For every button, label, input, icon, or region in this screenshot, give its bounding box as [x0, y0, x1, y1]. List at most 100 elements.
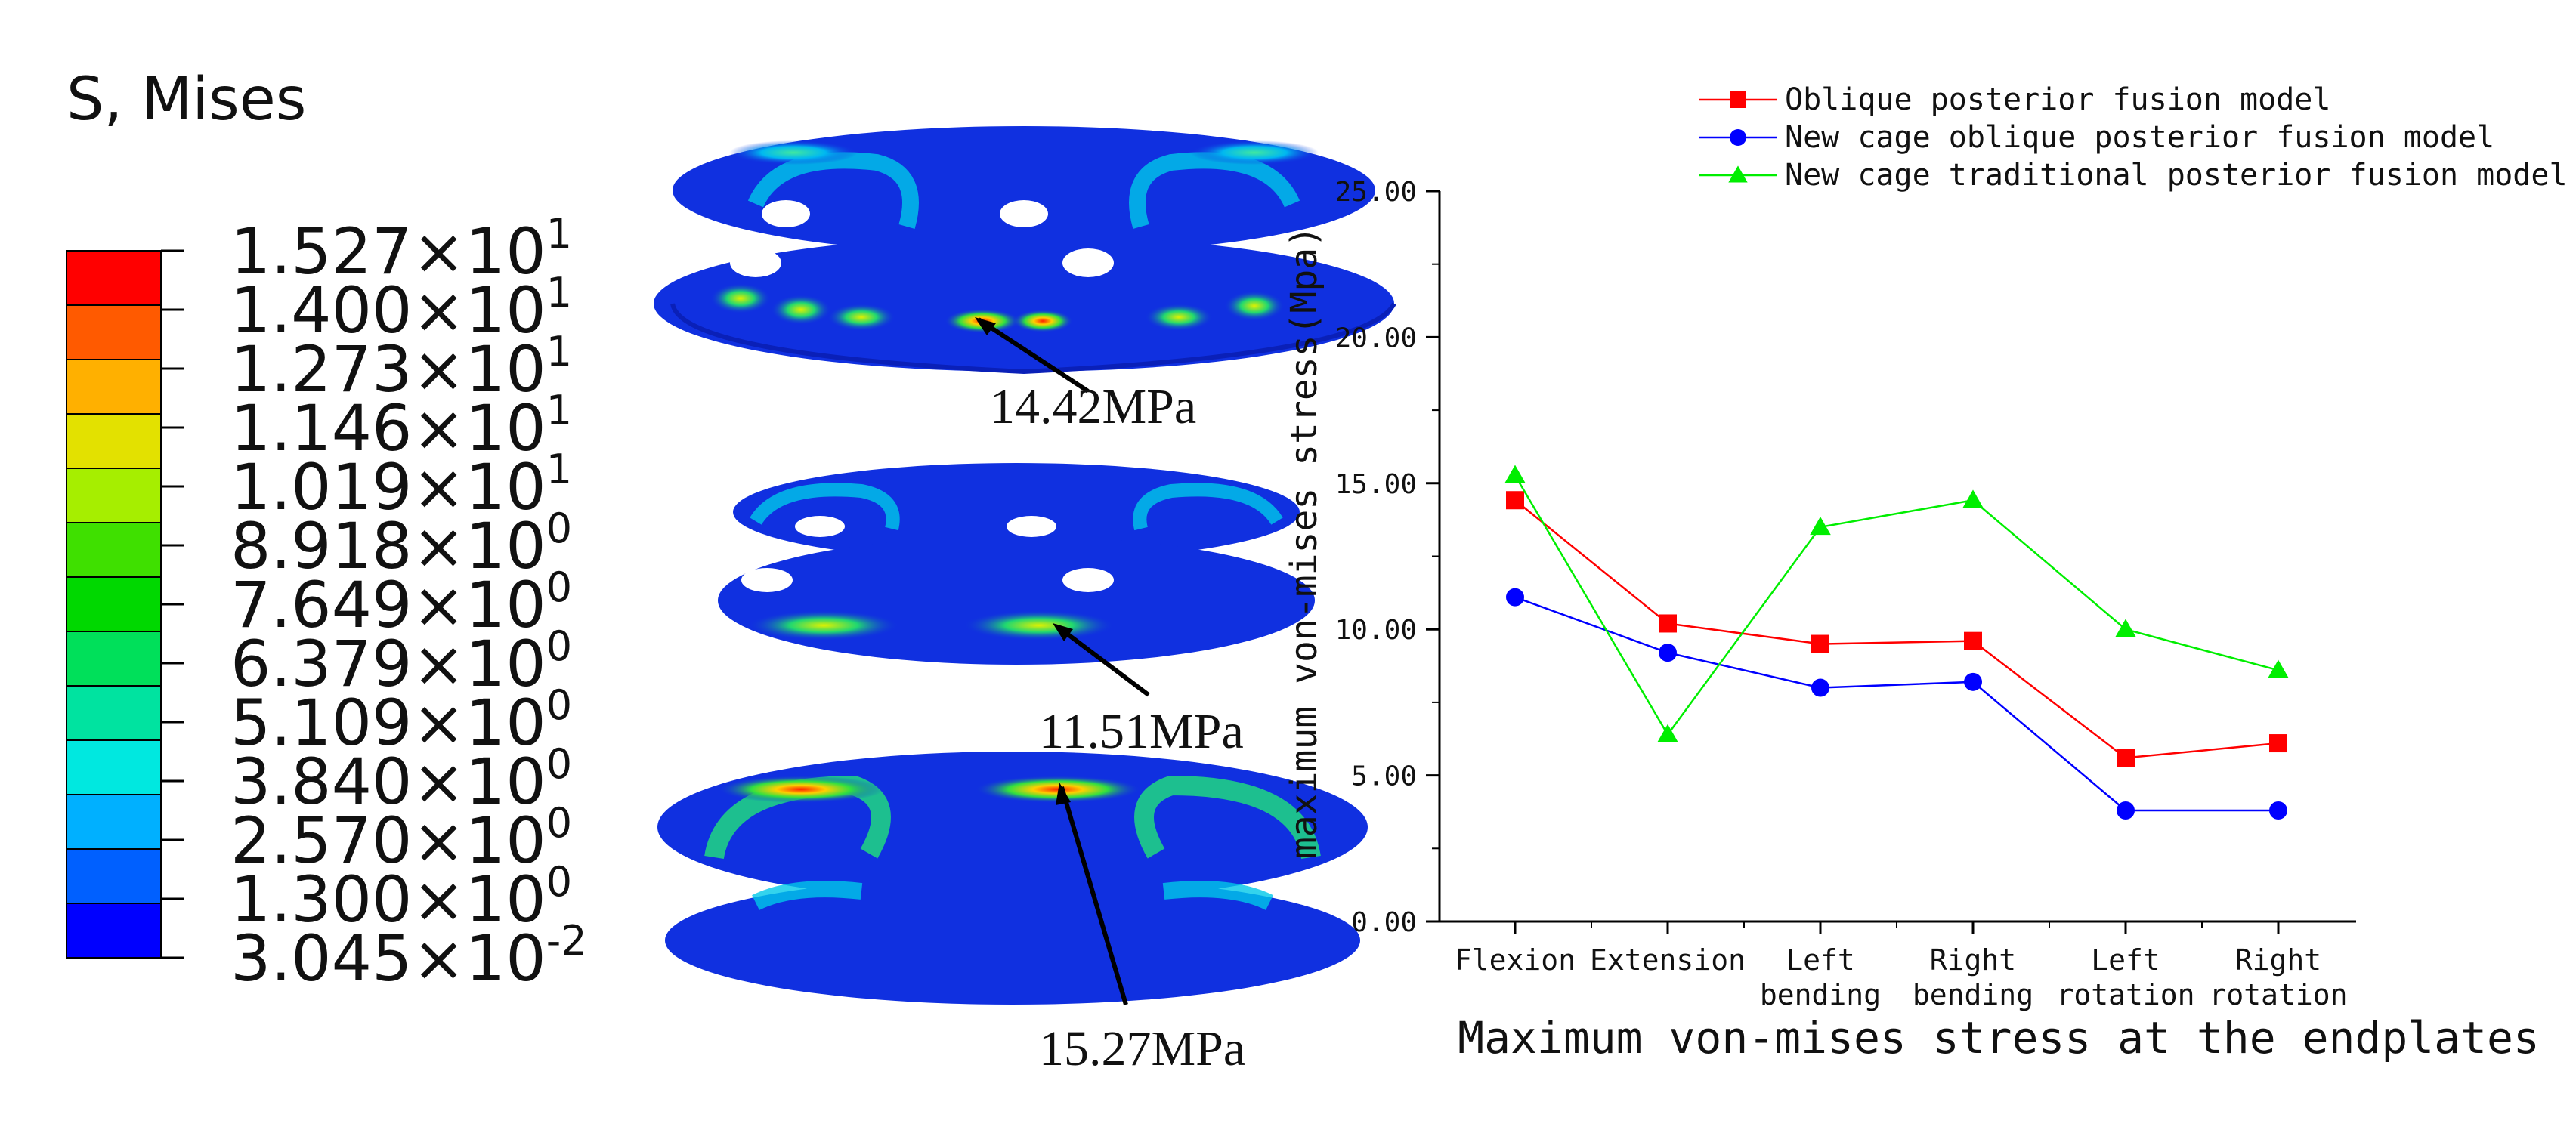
- contour-level-exponent: 0: [546, 622, 572, 670]
- data-point: [1504, 465, 1526, 483]
- contour-level-exponent: 0: [546, 563, 572, 611]
- data-point: [2269, 801, 2287, 820]
- data-point: [1810, 517, 1831, 536]
- contour-level-exponent: 1: [546, 269, 572, 316]
- contour-band: [66, 903, 162, 958]
- contour-level-exponent: 0: [546, 858, 572, 906]
- data-point: [1659, 614, 1677, 633]
- contour-band: [66, 413, 162, 469]
- contour-band: [66, 794, 162, 850]
- contour-level-label: 7.649×100: [230, 563, 572, 642]
- callout-arrowhead: [1053, 623, 1073, 641]
- contour-level-label: 1.527×101: [230, 210, 572, 289]
- y-tick-label: 20.00: [1335, 323, 1417, 353]
- x-tick-label: Flexion: [1455, 943, 1576, 977]
- fe-hole: [762, 200, 810, 227]
- line-chart: 0.00 5.00 10.00 15.00 20.00 25.00 Flexion Exten…: [1283, 82, 2568, 1063]
- series-circle: [1506, 588, 2287, 820]
- contour-level-label: 2.570×100: [230, 799, 572, 878]
- data-point: [1506, 491, 1524, 510]
- series-line: [1514, 474, 2279, 736]
- x-tick-label: Extension: [1590, 943, 1746, 977]
- fe-model-middle: [718, 463, 1315, 665]
- y-tick-label: 0.00: [1351, 907, 1417, 938]
- data-point: [1811, 634, 1829, 653]
- callout-arrowhead: [1056, 783, 1071, 805]
- legend-marker: [1730, 129, 1746, 146]
- series-triangle: [1504, 465, 2289, 742]
- x-tick-label: Right rotation: [2209, 943, 2347, 1011]
- contour-level-label: 1.019×101: [230, 446, 572, 524]
- fe-hole: [795, 516, 845, 537]
- data-point: [2268, 659, 2289, 678]
- fe-hole: [1000, 200, 1048, 227]
- y-axis-label: maximum von-mises stress(Mpa): [1283, 226, 1325, 859]
- legend-marker: [1728, 165, 1748, 183]
- callout-label: 11.51MPa: [1039, 704, 1244, 759]
- contour-level-label: 8.918×100: [230, 505, 572, 583]
- callout-arrowhead: [975, 317, 996, 335]
- callout-label: 15.27MPa: [1039, 1021, 1245, 1076]
- contour-level-exponent: 1: [546, 387, 572, 434]
- fe-hole: [730, 248, 781, 277]
- data-point: [1659, 644, 1677, 662]
- contour-level-exponent: 0: [546, 799, 572, 847]
- contour-level-exponent: 1: [546, 210, 572, 258]
- y-tick-label: 10.00: [1335, 615, 1417, 646]
- contour-level-label: 6.379×100: [230, 622, 572, 701]
- contour-level-label: 3.840×100: [230, 740, 572, 819]
- data-point: [1506, 588, 1524, 607]
- callout-arrow: [977, 317, 1090, 394]
- legend-label: New cage oblique posterior fusion model: [1785, 120, 2494, 155]
- fe-model-top: [654, 126, 1396, 375]
- data-point: [1964, 672, 1982, 691]
- contour-legend-title: S, Mises: [66, 66, 306, 134]
- contour-level-label: 1.400×101: [230, 269, 572, 347]
- contour-level-exponent: -2: [546, 917, 587, 965]
- series-square: [1506, 491, 2287, 767]
- data-point: [1657, 724, 1678, 742]
- contour-level-label: 1.300×100: [230, 858, 572, 937]
- contour-legend: S, Mises 1.527×1011.400×1011.273×1011.14…: [66, 66, 587, 996]
- series-line: [1514, 499, 2279, 759]
- contour-band: [66, 685, 162, 741]
- y-tick-label: 5.00: [1351, 761, 1417, 792]
- contour-band: [66, 468, 162, 523]
- legend-entry: New cage traditional posterior fusion mo…: [1699, 158, 2568, 193]
- fe-hole: [1062, 568, 1114, 592]
- fe-hole: [741, 568, 793, 592]
- y-tick-label: 15.00: [1335, 469, 1417, 500]
- callout-arrow: [1056, 625, 1150, 697]
- contour-band: [66, 304, 162, 360]
- fe-callouts: 14.42MPa 11.51MPa 15.27MPa: [975, 317, 1245, 1076]
- contour-band: [66, 576, 162, 632]
- legend-entry: Oblique posterior fusion model: [1699, 82, 2330, 117]
- contour-level-label: 5.109×100: [230, 681, 572, 760]
- y-tick-label: 25.00: [1335, 177, 1417, 208]
- chart-title: Maximum von-mises stress at the endplate…: [1458, 1012, 2540, 1063]
- contour-band: [66, 250, 162, 306]
- contour-level-exponent: 0: [546, 681, 572, 729]
- data-point: [2115, 619, 2136, 637]
- data-point: [1811, 678, 1829, 697]
- data-point: [1964, 631, 1982, 650]
- contour-level-label: 1.273×101: [230, 328, 572, 406]
- contour-legend-bands: [66, 250, 162, 958]
- contour-level-label: 1.146×101: [230, 387, 572, 465]
- fe-model-bottom: [657, 752, 1368, 1005]
- legend-entry: New cage oblique posterior fusion model: [1699, 120, 2494, 155]
- data-point: [2117, 801, 2135, 820]
- contour-legend-labels: 1.527×1011.400×1011.273×1011.146×1011.01…: [161, 210, 587, 996]
- contour-band: [66, 739, 162, 795]
- contour-level-label: 3.045×10-2: [230, 917, 587, 996]
- data-point: [2117, 749, 2135, 767]
- fe-hole: [1007, 516, 1056, 537]
- x-tick-label: Left rotation: [2056, 943, 2194, 1011]
- callout-label: 14.42MPa: [990, 379, 1196, 434]
- data-point: [2269, 734, 2287, 753]
- data-point: [1962, 489, 1984, 508]
- contour-band: [66, 359, 162, 415]
- contour-level-exponent: 0: [546, 740, 572, 788]
